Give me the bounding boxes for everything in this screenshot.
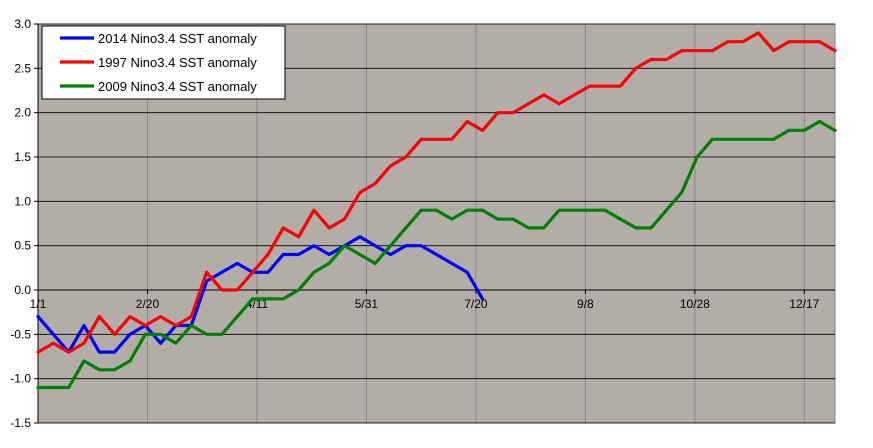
series-line-0 [36, 235, 485, 354]
y-tick-label: -1.0 [10, 372, 31, 386]
y-tick-label: 2.0 [14, 106, 31, 120]
x-tick-label: 12/17 [789, 297, 819, 311]
y-tick-labels: 3.0 2.5 2.0 1.5 1.0 0.5 0.0 -0.5 -1.0 -1.5 [10, 17, 38, 430]
x-tick-label: 10/28 [680, 297, 710, 311]
x-tick-label: 9/8 [577, 297, 594, 311]
x-tick-label: 7/20 [464, 297, 488, 311]
series-line-2 [36, 119, 837, 390]
series-line-1 [36, 31, 837, 354]
x-tick-label: 5/31 [355, 297, 379, 311]
legend-label-1: 1997 Nino3.4 SST anomaly [98, 55, 257, 70]
y-tick-label: -0.5 [10, 327, 31, 341]
legend-label-2: 2009 Nino3.4 SST anomaly [98, 79, 257, 94]
y-tick-label: 0.5 [14, 239, 31, 253]
y-tick-label: 0.0 [14, 283, 31, 297]
y-tick-label: 1.0 [14, 194, 31, 208]
y-tick-label: 2.5 [14, 61, 31, 75]
legend: 2014 Nino3.4 SST anomaly 1997 Nino3.4 SST… [41, 25, 286, 100]
legend-label-0: 2014 Nino3.4 SST anomaly [98, 31, 257, 46]
x-tick-label: 2/20 [136, 297, 160, 311]
x-tick-label: 1/1 [30, 297, 47, 311]
y-tick-label: 3.0 [14, 17, 31, 31]
y-tick-label: 1.5 [14, 150, 31, 164]
y-tick-label: -1.5 [10, 416, 31, 430]
x-tick-labels: 1/1 2/20 4/11 5/31 7/20 9/8 10/28 12/17 [30, 290, 820, 311]
series-lines [36, 31, 837, 390]
